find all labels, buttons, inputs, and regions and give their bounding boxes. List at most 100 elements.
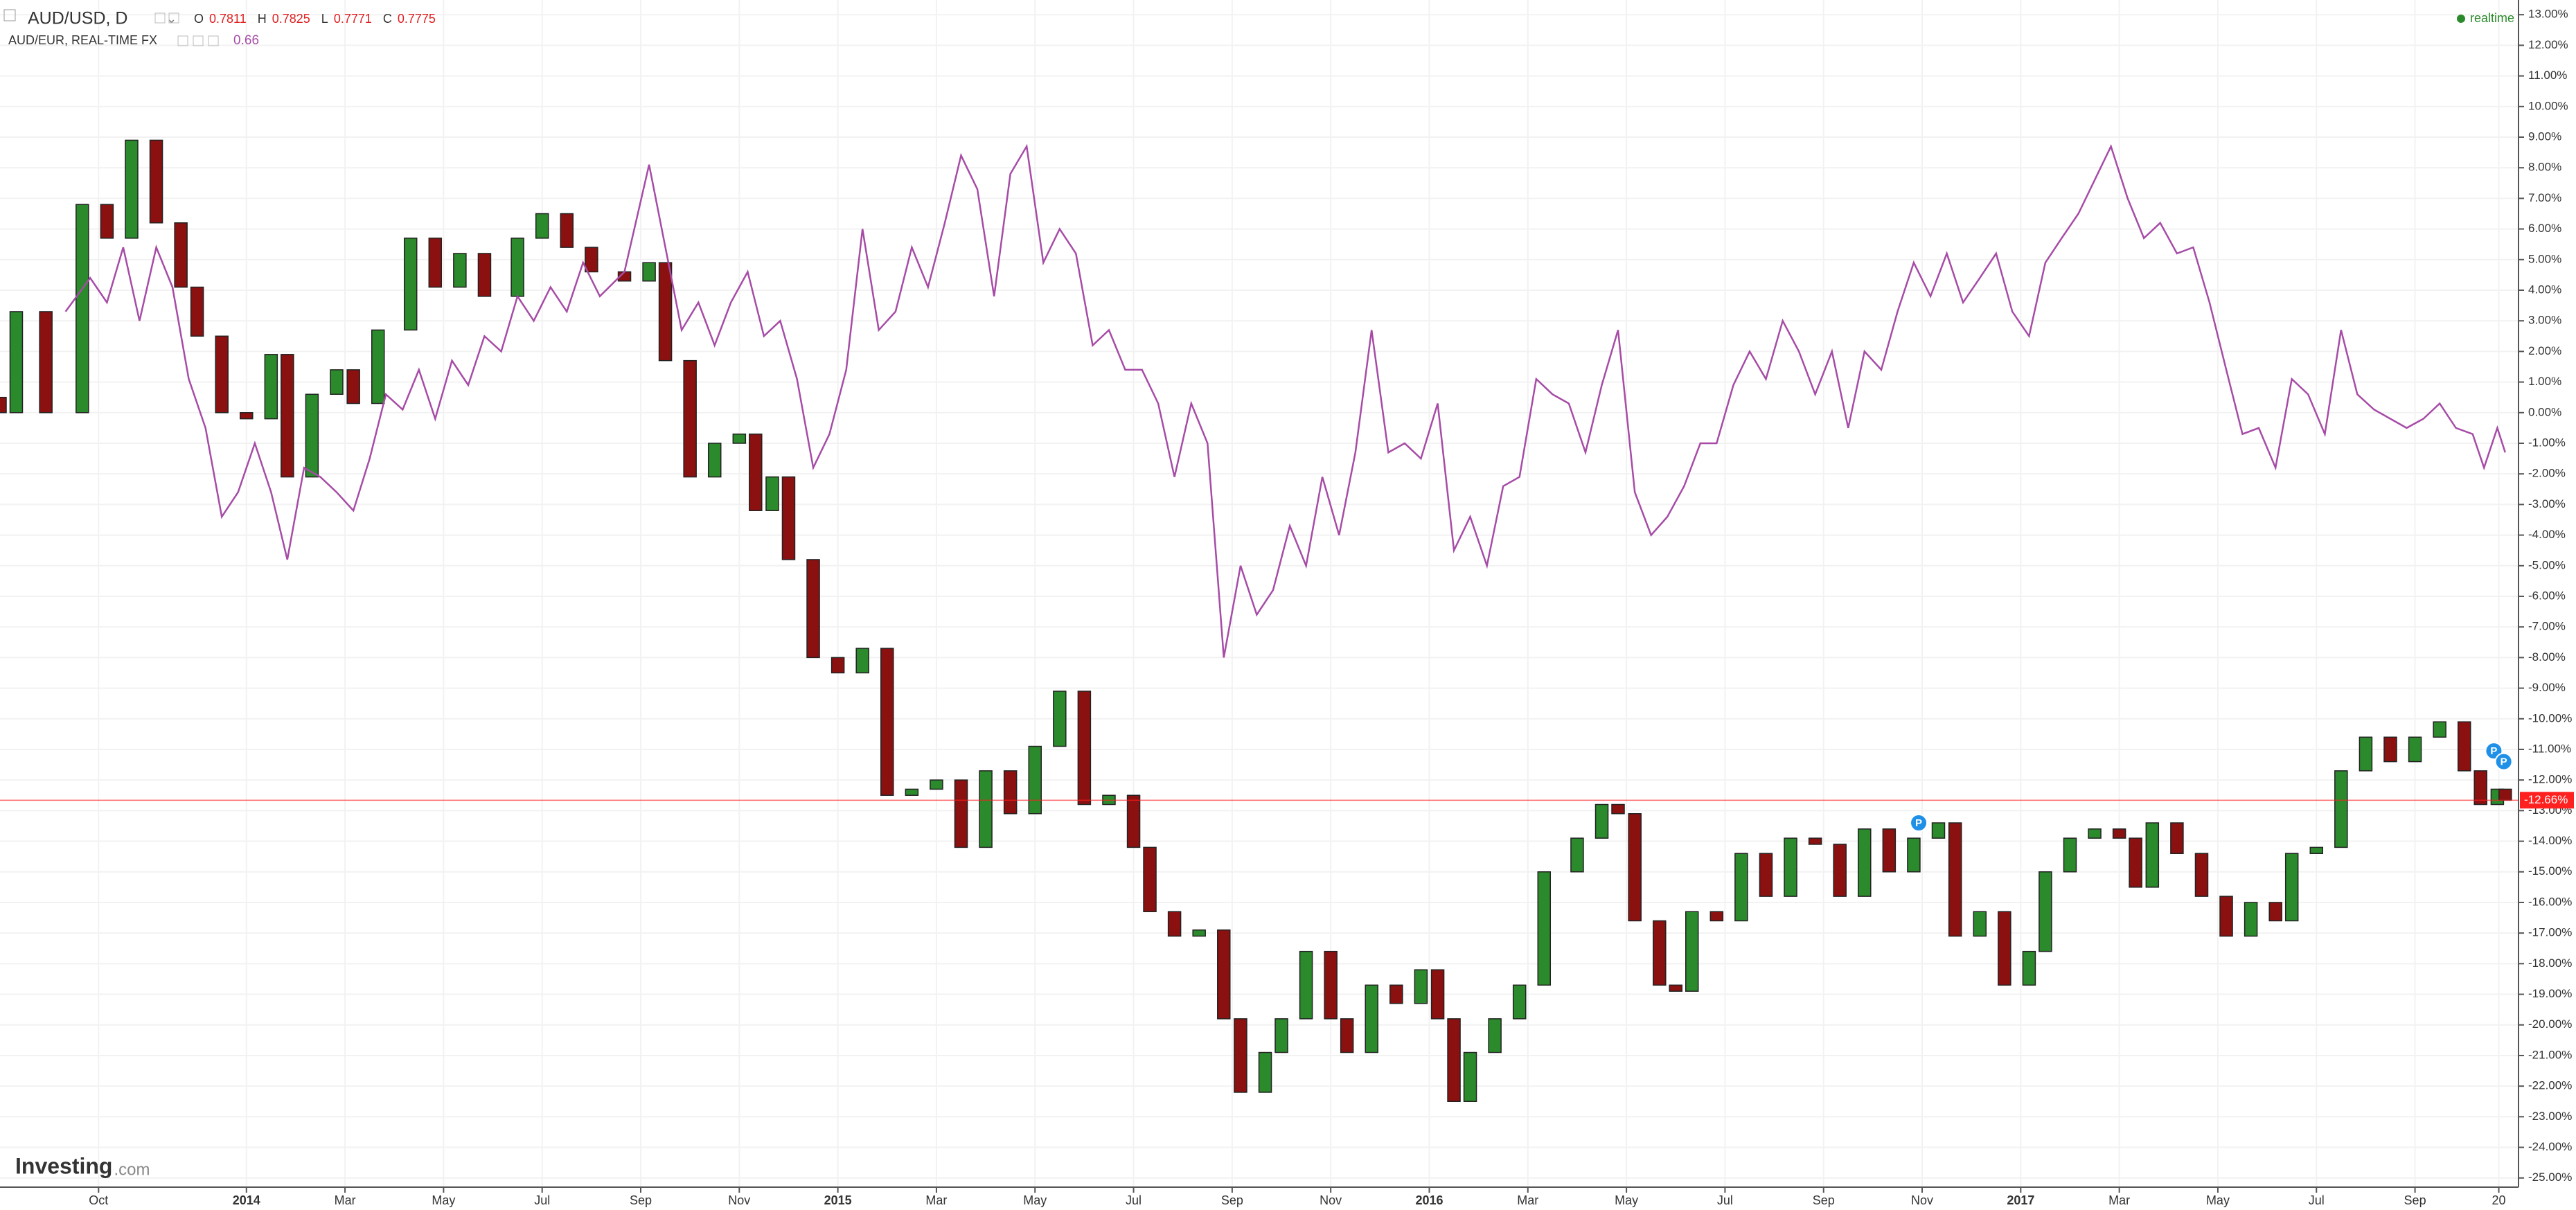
x-tick-label: May — [2206, 1193, 2230, 1207]
y-tick-label: 13.00% — [2528, 8, 2568, 21]
candle-body — [1324, 950, 1338, 1020]
y-tick-label: -11.00% — [2528, 742, 2571, 755]
y-tick-label: -21.00% — [2528, 1048, 2572, 1061]
candle-body — [1882, 828, 1897, 873]
candle-body — [1537, 871, 1552, 986]
x-tick-label: Mar — [2108, 1193, 2130, 1207]
candle-body — [1734, 853, 1748, 922]
candle-body — [100, 204, 114, 239]
y-tick-label: -3.00% — [2528, 497, 2566, 510]
candle-body — [2383, 736, 2397, 763]
candle-body — [1447, 1018, 1461, 1102]
candle-body — [453, 253, 467, 288]
candle-body — [281, 354, 294, 478]
ohlc-value: 0.7825 — [272, 12, 310, 26]
candle-body — [1512, 984, 1527, 1020]
x-tick-label: Mar — [1517, 1193, 1538, 1207]
y-tick-label: -6.00% — [2528, 589, 2566, 602]
header: AUD/USD, D ⌄ AUD/EUR, REAL-TIME FX 0.66 … — [3, 9, 2514, 1179]
x-tick-label: 2016 — [1415, 1193, 1443, 1207]
y-tick-label: -10.00% — [2528, 711, 2572, 724]
x-tick-label: 2017 — [2007, 1193, 2034, 1207]
candle-body — [0, 396, 7, 413]
candle-body — [9, 311, 24, 413]
grid — [0, 0, 2519, 1187]
candle-body — [1028, 745, 1042, 815]
candle-body — [2088, 828, 2102, 839]
y-tick-label: 8.00% — [2528, 161, 2561, 174]
candle-body — [880, 648, 894, 797]
candle-body — [330, 369, 344, 395]
ohlc-value: 0.7775 — [398, 12, 436, 26]
candle-body — [1488, 1018, 1502, 1053]
candle-body — [2170, 822, 2184, 854]
candle-body — [1234, 1018, 1247, 1093]
candle-body — [1948, 822, 1962, 937]
candle-body — [2145, 822, 2160, 888]
x-tick-label: Jul — [1126, 1193, 1142, 1207]
candle-body — [1274, 1018, 1288, 1053]
candle-body — [683, 359, 697, 478]
candle-body — [1653, 920, 1667, 986]
candle-body — [1685, 911, 1699, 992]
y-tick-label: 12.00% — [2528, 38, 2568, 51]
candle-body — [2112, 828, 2126, 839]
ohlc-value: 0.7771 — [334, 12, 372, 26]
candle-body — [125, 139, 139, 239]
x-tick-label: Nov — [728, 1193, 750, 1207]
candle-body — [979, 770, 993, 848]
candle-body — [1340, 1018, 1354, 1053]
ohlc-label: O — [194, 12, 204, 26]
candle-body — [75, 204, 89, 413]
candle-body — [1077, 691, 1092, 806]
y-tick-label: -23.00% — [2528, 1110, 2572, 1123]
candle-body — [1907, 837, 1921, 873]
candle-body — [2063, 837, 2077, 873]
candle-body — [240, 412, 254, 420]
candle-body — [2334, 770, 2348, 848]
icon[interactable] — [193, 35, 204, 46]
candle-body — [2038, 871, 2052, 952]
candle-body — [1973, 911, 1987, 937]
y-tick-label: 3.00% — [2528, 314, 2561, 327]
candle-body — [2359, 736, 2373, 772]
candle-body — [403, 238, 418, 331]
x-tick-label: May — [432, 1193, 455, 1207]
collapse-icon[interactable] — [3, 9, 16, 21]
candle-body — [2244, 902, 2258, 937]
event-marker — [2494, 752, 2513, 771]
x-tick-label: May — [1615, 1193, 1638, 1207]
y-tick-label: 7.00% — [2528, 191, 2561, 204]
candle-body — [1808, 837, 1822, 845]
candle-body — [1595, 803, 1609, 839]
y-tick-label: -22.00% — [2528, 1079, 2572, 1092]
y-tick-label: -1.00% — [2528, 436, 2566, 449]
icon[interactable] — [208, 35, 219, 46]
candle-body — [1003, 770, 1018, 815]
y-tick-label: -5.00% — [2528, 558, 2566, 571]
x-tick-label: Sep — [630, 1193, 652, 1207]
candle-body — [765, 476, 779, 511]
menu-arrow[interactable]: ⌄ — [166, 12, 177, 26]
candle-body — [1463, 1051, 1477, 1102]
icon[interactable] — [177, 35, 188, 46]
icon[interactable] — [154, 12, 166, 24]
candle-body — [346, 369, 360, 404]
y-tick-label: -9.00% — [2528, 681, 2566, 694]
icon[interactable] — [168, 12, 179, 24]
y-tick-label: -8.00% — [2528, 650, 2566, 664]
candle-body — [428, 238, 443, 288]
candle-body — [305, 393, 319, 478]
candle-body — [855, 648, 869, 674]
candle-body — [1998, 911, 2011, 986]
x-tick-label: Nov — [1911, 1193, 1933, 1207]
brand-name: Investing — [15, 1153, 112, 1178]
candle-body — [930, 779, 943, 790]
y-tick-label: 1.00% — [2528, 375, 2561, 388]
y-tick-label: 11.00% — [2528, 69, 2567, 82]
candle-body — [806, 559, 820, 659]
candle-body — [1669, 984, 1683, 992]
x-tick-label: Sep — [1221, 1193, 1243, 1207]
